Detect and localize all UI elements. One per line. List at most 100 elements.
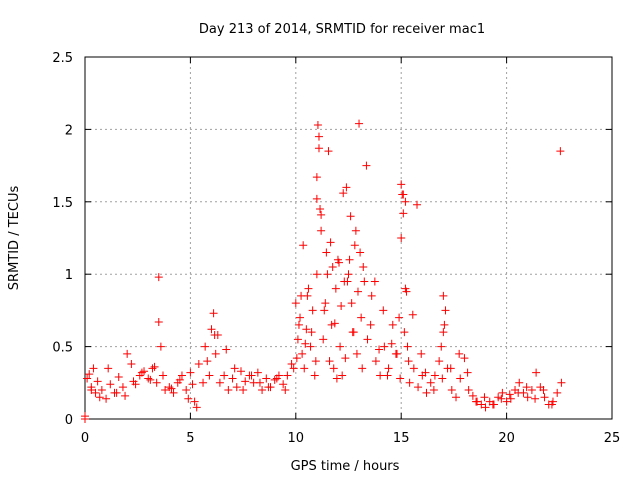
data-point	[435, 357, 444, 366]
data-point	[506, 394, 515, 403]
data-point	[300, 364, 309, 373]
data-point	[335, 258, 344, 267]
data-point	[349, 328, 358, 337]
y-tick-label: 0.5	[52, 341, 73, 356]
data-point	[211, 349, 220, 358]
data-point	[319, 335, 328, 344]
data-point	[337, 302, 346, 311]
data-point	[289, 364, 298, 373]
data-point	[313, 121, 322, 130]
data-point	[296, 313, 305, 322]
data-point	[502, 397, 511, 406]
data-point	[460, 354, 469, 363]
data-point	[293, 335, 302, 344]
data-point	[239, 386, 248, 395]
data-point	[447, 386, 456, 395]
data-point	[104, 364, 113, 373]
data-point	[307, 328, 316, 337]
data-point	[312, 270, 321, 279]
data-point	[395, 313, 404, 322]
data-point	[527, 386, 536, 395]
data-point	[468, 391, 477, 400]
data-point	[350, 241, 359, 250]
data-point	[167, 384, 176, 393]
data-point	[472, 397, 481, 406]
y-tick-label: 2.5	[52, 51, 73, 66]
data-point	[123, 349, 132, 358]
x-tick-label: 10	[288, 431, 305, 446]
data-point	[353, 287, 362, 296]
data-point	[413, 200, 422, 209]
data-point	[205, 371, 214, 380]
data-point	[106, 380, 115, 389]
data-point	[279, 380, 288, 389]
data-point	[83, 374, 92, 383]
data-point	[440, 320, 449, 329]
data-point	[414, 383, 423, 392]
data-point	[182, 386, 191, 395]
data-point	[345, 255, 354, 264]
data-point	[325, 357, 334, 366]
y-tick-label: 0	[65, 413, 73, 428]
data-point	[297, 291, 306, 300]
data-point	[281, 386, 290, 395]
data-point	[283, 371, 292, 380]
data-point	[209, 309, 218, 318]
data-point	[405, 378, 414, 387]
data-point	[323, 270, 332, 279]
data-point	[408, 310, 417, 319]
data-point	[391, 349, 400, 358]
data-point	[201, 342, 210, 351]
grid-lines	[85, 57, 612, 419]
data-point	[220, 371, 229, 380]
data-point	[150, 362, 159, 371]
data-point	[336, 342, 345, 351]
data-point	[522, 383, 531, 392]
data-point	[89, 364, 98, 373]
data-point	[140, 367, 149, 376]
data-point	[144, 374, 153, 383]
x-tick-label: 0	[81, 431, 89, 446]
data-point	[351, 226, 360, 235]
data-point	[400, 328, 409, 337]
data-point	[404, 357, 413, 366]
data-point	[291, 299, 300, 308]
data-point	[403, 342, 412, 351]
data-point	[203, 357, 212, 366]
data-point	[91, 388, 100, 397]
data-point	[161, 386, 170, 395]
data-point	[175, 375, 184, 384]
data-point	[210, 331, 219, 340]
data-point	[464, 386, 473, 395]
data-point	[401, 197, 410, 206]
data-point	[362, 161, 371, 170]
data-point	[397, 234, 406, 242]
data-point	[127, 359, 136, 368]
data-point	[114, 373, 123, 382]
data-point	[169, 388, 178, 397]
data-point	[215, 378, 224, 387]
data-point	[330, 319, 339, 328]
data-point	[328, 262, 337, 271]
data-point	[540, 393, 549, 402]
data-point	[320, 306, 329, 315]
data-point	[324, 147, 333, 156]
data-point	[376, 371, 385, 380]
data-point	[360, 277, 369, 286]
data-point	[241, 377, 250, 386]
data-point	[199, 378, 208, 387]
data-point	[339, 189, 348, 198]
data-point	[190, 397, 199, 406]
data-point	[230, 364, 239, 373]
data-point	[272, 374, 281, 383]
data-point	[497, 394, 506, 403]
data-point	[556, 147, 565, 156]
data-point	[498, 388, 507, 397]
data-point	[417, 349, 426, 358]
data-point	[224, 386, 233, 395]
data-point	[306, 342, 315, 351]
data-point	[270, 375, 279, 384]
data-point	[81, 415, 89, 423]
data-point	[446, 364, 455, 373]
data-point	[380, 342, 389, 351]
